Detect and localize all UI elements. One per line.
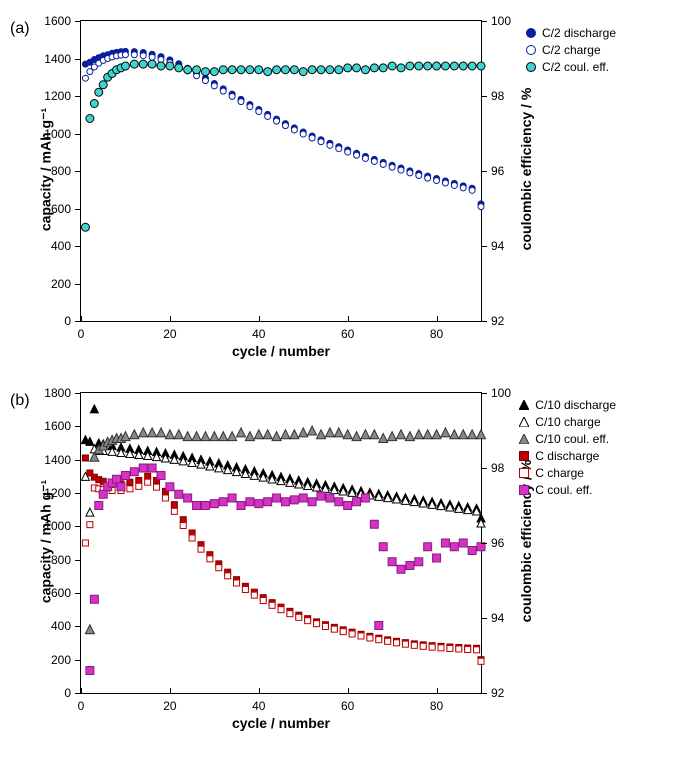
plot-box: 0204060800200400600800100012001400160092… [80,20,482,322]
legend-marker-icon [526,28,536,38]
legend-marker-icon [519,451,529,461]
legend-marker-icon [526,62,536,72]
legend-item: C/10 charge [519,415,616,429]
series-c-2-charge [82,52,484,210]
legend-label: C/2 charge [542,43,601,57]
x-axis-label: cycle / number [81,343,481,359]
legend-item: C/2 coul. eff. [526,60,616,74]
x-tick: 0 [71,327,91,341]
x-axis-label: cycle / number [81,715,481,731]
legend-marker-icon [519,468,529,478]
legend-label: C/10 discharge [535,398,616,412]
x-tick: 60 [338,699,358,713]
legend-item: C discharge [519,449,616,463]
legend-label: C/10 charge [535,415,600,429]
y-right-tick: 96 [491,164,504,178]
legend-item: C/10 discharge [519,398,616,412]
legend-label: C/2 discharge [542,26,616,40]
panel-b-label: (b) [10,392,30,410]
x-tick: 80 [427,699,447,713]
legend-item: C coul. eff. [519,483,616,497]
legend-marker-icon [519,434,529,444]
y-right-tick: 94 [491,239,504,253]
y-left-axis-label: capacity / mAh g⁻¹ [38,20,55,320]
series-c-2-coul--eff- [81,60,485,231]
y-right-tick: 94 [491,611,504,625]
y-right-tick: 96 [491,536,504,550]
panel-a-label: (a) [10,20,30,38]
y-left-axis-label: capacity / mAh g⁻¹ [38,392,55,692]
plot-box: 0204060800200400600800100012001400160018… [80,392,482,694]
panel-b: (b) 020406080020040060080010001200140016… [10,392,685,744]
legend-item: C/2 charge [526,43,616,57]
x-tick: 40 [249,327,269,341]
x-tick: 60 [338,327,358,341]
x-tick: 80 [427,327,447,341]
legend-label: C/10 coul. eff. [535,432,609,446]
panel-a: (a) 020406080020040060080010001200140016… [10,20,685,372]
legend-item: C/10 coul. eff. [519,432,616,446]
legend-marker-icon [519,400,529,410]
x-tick: 0 [71,699,91,713]
legend: C/2 discharge C/2 charge C/2 coul. eff. [526,26,616,77]
y-right-tick: 100 [491,14,511,28]
y-right-tick: 92 [491,314,504,328]
legend-item: C charge [519,466,616,480]
y-right-tick: 98 [491,461,504,475]
y-right-tick: 92 [491,686,504,700]
legend-label: C discharge [535,449,599,463]
y-right-tick: 100 [491,386,511,400]
legend-label: C coul. eff. [535,483,592,497]
x-tick: 40 [249,699,269,713]
legend-item: C/2 discharge [526,26,616,40]
x-tick: 20 [160,699,180,713]
y-right-tick: 98 [491,89,504,103]
series-c-discharge [82,455,484,663]
legend-marker-icon [519,417,529,427]
legend-label: C charge [535,466,584,480]
legend-marker-icon [526,45,536,55]
legend-marker-icon [519,485,529,495]
x-tick: 20 [160,327,180,341]
legend-label: C/2 coul. eff. [542,60,609,74]
legend: C/10 discharge C/10 charge C/10 coul. eff.… [519,398,616,500]
